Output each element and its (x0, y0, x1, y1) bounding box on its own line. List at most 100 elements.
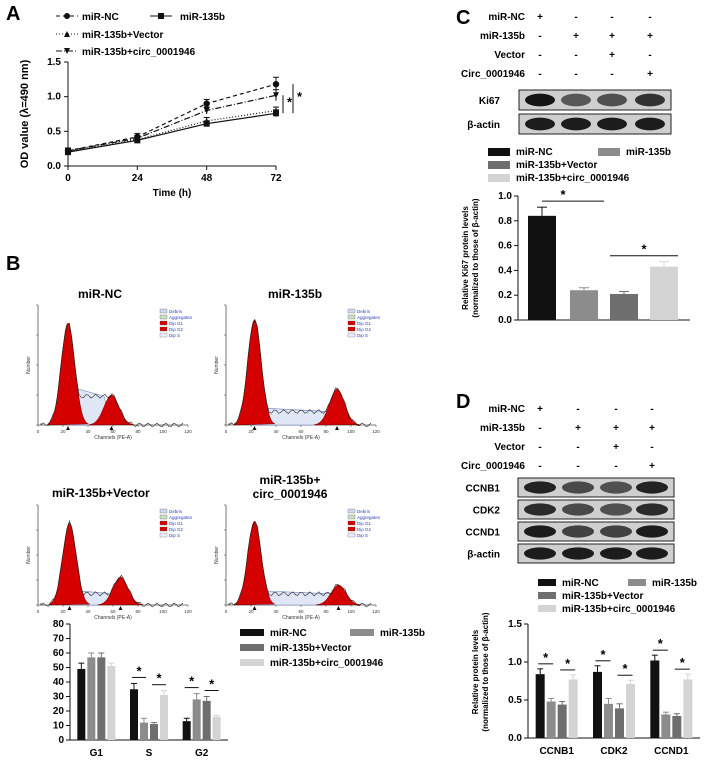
flow-xtick-label: 60 (110, 429, 116, 434)
blot-band-label: CCND1 (466, 528, 501, 539)
legend-a-1: miR-135b (180, 12, 225, 23)
blot-sign: - (538, 31, 541, 42)
flow-legend-label: Dip S (169, 533, 180, 538)
blot-band-label: CCNB1 (466, 484, 501, 495)
c-ytick-label: 0.8 (498, 216, 512, 227)
flow-title-2: miR-135b (268, 287, 322, 301)
blot-sign: + (609, 50, 615, 61)
blot-sign: - (538, 50, 541, 61)
c-legend-label: miR-135b (626, 147, 671, 158)
blot-row-label: Circ_0001946 (461, 69, 525, 80)
blot-band (600, 525, 632, 538)
a-series-line-1 (67, 112, 277, 153)
d-ylabel-2: (normalized to those of β-actin) (481, 612, 490, 731)
b-bar (150, 724, 158, 740)
blot-sign: - (610, 69, 613, 80)
d-legend-swatch (538, 592, 556, 599)
c-bar (570, 290, 598, 320)
b-ytick-label: 50 (53, 663, 65, 674)
blot-band (524, 503, 556, 516)
blot-band (635, 117, 665, 131)
flow-legend-label: Debris (169, 309, 183, 314)
blot-sign: - (650, 404, 653, 415)
flow-legend-label: Aggregates (169, 315, 193, 320)
flow-g1-peak (48, 522, 90, 606)
flow-xtick-label: 120 (372, 429, 380, 434)
flow-xtick-label: 120 (184, 609, 192, 614)
a-series-line-0 (67, 83, 277, 152)
flow-xtick-label: 100 (347, 429, 355, 434)
d-ytick-label: 1.0 (508, 657, 522, 668)
a-xtick-label: 72 (270, 173, 282, 184)
blot-sign: + (537, 404, 543, 415)
b-legend-label: miR-135b+Vector (270, 643, 352, 654)
a-xtick-label: 48 (201, 173, 213, 184)
b-legend-label: miR-135b+circ_0001946 (270, 658, 384, 669)
flow-trace (40, 520, 184, 608)
blot-row-label: miR-NC (488, 12, 525, 23)
a-point (65, 147, 71, 154)
flow-xtick-label: 20 (248, 609, 254, 614)
b-bar (130, 689, 138, 740)
flow-g1-peak (47, 322, 90, 426)
flow-legend-swatch (159, 308, 168, 314)
c-legend-label: miR-NC (516, 147, 553, 158)
d-bar (557, 704, 567, 738)
blot-row-label: Circ_0001946 (461, 461, 525, 472)
chart-c: 0.0 0.2 0.4 0.6 0.8 1.0 Relative Ki67 protein … (461, 187, 690, 326)
b-sig-star: * (209, 677, 215, 692)
flow-xtick-label: 60 (298, 609, 304, 614)
blot-band (524, 525, 556, 538)
d-bar (568, 679, 578, 738)
a-ytick-label: 1.5 (47, 57, 61, 68)
c-ylabel-1: Relative Ki67 protein levels (461, 206, 470, 310)
flow-legend-label: Dip G2 (357, 527, 372, 532)
blot-band-label: Ki67 (479, 96, 501, 107)
d-xtick-label: CCND1 (654, 746, 689, 757)
b-ytick-label: 60 (53, 648, 65, 659)
blot-band (562, 503, 594, 516)
flow-hist-2: 0 20 40 60 80 100 120 Channels (PE-A) Number Debr… (214, 304, 381, 441)
flow-trace (228, 520, 372, 608)
flow-xtick-label: 80 (323, 609, 329, 614)
panel-label-d: D (456, 391, 470, 413)
blot-band (597, 93, 627, 107)
flow-xtick-label: 80 (135, 429, 141, 434)
d-sig-star: * (680, 655, 686, 670)
blot-band (561, 117, 591, 131)
flow-legend-swatch (347, 526, 356, 532)
d-bar (546, 701, 556, 738)
blot-band (525, 93, 555, 107)
flow-xtick-label: 0 (225, 429, 228, 434)
flow-marker (252, 426, 257, 430)
d-bar (683, 679, 693, 738)
flow-marker (336, 606, 341, 610)
flow-legend-label: Debris (357, 509, 371, 514)
c-legend-swatch (488, 148, 510, 156)
b-ytick-label: 10 (53, 721, 65, 732)
flow-legend-swatch (159, 320, 168, 326)
a-point (134, 135, 141, 142)
b-bar (192, 699, 201, 740)
d-legend-swatch (538, 579, 556, 586)
blot-sign: + (613, 423, 619, 434)
flow-xlabel: Channels (PE-A) (282, 615, 320, 621)
blot-sign: - (614, 461, 617, 472)
blot-band (562, 525, 594, 538)
b-ytick-label: 80 (53, 619, 65, 630)
c-sig-star: * (560, 187, 566, 202)
blot-row-label: miR-NC (488, 404, 525, 415)
a-point (203, 107, 210, 114)
a-xtick-label: 0 (65, 173, 71, 184)
c-ytick-label: 0.2 (498, 290, 512, 301)
flow-legend-label: Dip G1 (169, 521, 184, 526)
flow-marker (67, 606, 72, 610)
flow-legend-swatch (347, 308, 356, 314)
blot-row-label: Vector (494, 50, 525, 61)
blot-sign: - (538, 442, 541, 453)
blot-band (600, 503, 632, 516)
flow-xtick-label: 40 (273, 609, 279, 614)
b-legend-label: miR-NC (270, 628, 307, 639)
d-legend-label: miR-135b (652, 578, 697, 589)
